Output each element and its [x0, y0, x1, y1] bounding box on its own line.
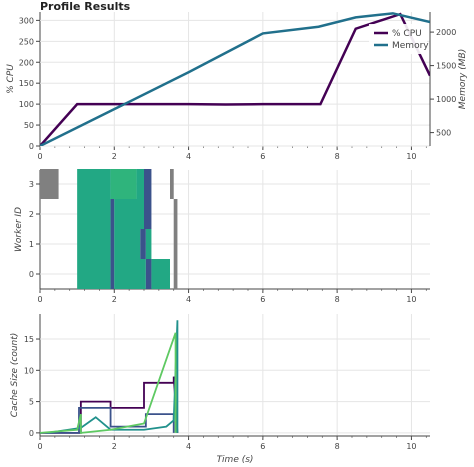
x-axis-title: Time (s) — [217, 455, 254, 465]
x-tick-label: 10 — [406, 442, 416, 451]
task-bar — [173, 229, 178, 259]
task-bar — [110, 259, 115, 289]
y2-tick-label: 500 — [436, 129, 451, 138]
task-bar — [145, 259, 152, 289]
y-tick-label: 1 — [29, 240, 34, 249]
y2-axis-title: Memory (MB) — [458, 49, 468, 109]
x-tick-label: 4 — [186, 442, 191, 451]
task-bar — [77, 229, 111, 259]
task-bar — [77, 199, 111, 229]
cache-size-plot: 0 2 4 6 8 10 0 5 10 15 Cache Size (count) Time (s) — [10, 314, 430, 465]
y-tick-label: 15 — [24, 335, 34, 344]
series-line — [40, 12, 430, 146]
x-tick-label: 4 — [186, 295, 191, 304]
y-tick-label: 200 — [19, 58, 34, 67]
y-tick-label: 0 — [29, 429, 34, 438]
x-tick-label: 2 — [112, 442, 117, 451]
x-tick-label: 0 — [37, 295, 42, 304]
series-line — [40, 12, 430, 146]
y2-tick-label: 2000 — [436, 28, 456, 37]
task-bar — [151, 259, 170, 289]
task-bar — [170, 169, 174, 199]
y-tick-label: 2 — [29, 210, 34, 219]
task-bar — [173, 259, 178, 289]
task-bar — [140, 229, 146, 259]
task-bar — [114, 199, 144, 229]
task-bar — [110, 199, 115, 229]
x-tick-label: 10 — [406, 152, 416, 161]
x-tick-label: 0 — [37, 152, 42, 161]
y-tick-label: 50 — [24, 121, 34, 130]
x-tick-label: 6 — [260, 442, 265, 451]
task-bar — [145, 229, 152, 259]
y2-tick-label: 1000 — [436, 95, 456, 104]
y-tick-label: 0 — [29, 270, 34, 279]
cache-series-line — [39, 332, 177, 434]
y-tick-label: 0 — [29, 142, 34, 151]
worker-timeline-plot: 0 2 4 6 8 10 0 1 2 3 Worker ID — [14, 169, 430, 304]
legend-label: % CPU — [392, 29, 422, 39]
x-tick-label: 2 — [112, 152, 117, 161]
task-bar — [110, 169, 137, 199]
y-tick-label: 300 — [19, 16, 34, 25]
x-tick-label: 4 — [186, 152, 191, 161]
y-tick-label: 150 — [19, 79, 34, 88]
task-bar — [114, 259, 146, 289]
x-tick-label: 0 — [37, 442, 42, 451]
task-bar — [77, 259, 111, 289]
legend-label: Memory — [392, 41, 429, 51]
y-axis-title: Cache Size (count) — [10, 333, 20, 418]
task-bar — [136, 169, 144, 199]
y-axis-title: % CPU — [6, 64, 16, 94]
x-tick-label: 2 — [112, 295, 117, 304]
x-tick-label: 8 — [335, 442, 340, 451]
task-bar — [114, 229, 141, 259]
task-bar — [144, 199, 152, 229]
x-tick-label: 8 — [335, 295, 340, 304]
cpu-memory-plot: 0 2 4 6 8 10050100150200250300500100015002000… — [6, 12, 468, 161]
page-title: Profile Results — [40, 0, 131, 13]
task-bar — [40, 169, 59, 199]
x-tick-label: 10 — [406, 295, 416, 304]
y-tick-label: 10 — [24, 366, 34, 375]
x-tick-label: 6 — [260, 295, 265, 304]
y-tick-label: 250 — [19, 37, 34, 46]
y-axis-title: Worker ID — [14, 207, 24, 252]
cache-series-line — [47, 320, 179, 434]
y2-tick-label: 1500 — [436, 62, 456, 71]
x-tick-label: 6 — [260, 152, 265, 161]
task-bar — [77, 169, 111, 199]
y-tick-label: 100 — [19, 100, 34, 109]
legend: % CPU Memory — [369, 24, 429, 54]
legend-box — [369, 24, 427, 54]
x-tick-label: 8 — [335, 152, 340, 161]
task-bar — [144, 169, 152, 199]
y-tick-label: 5 — [29, 398, 34, 407]
y-tick-label: 3 — [29, 180, 34, 189]
task-bar — [110, 229, 115, 259]
task-bar — [173, 199, 178, 229]
